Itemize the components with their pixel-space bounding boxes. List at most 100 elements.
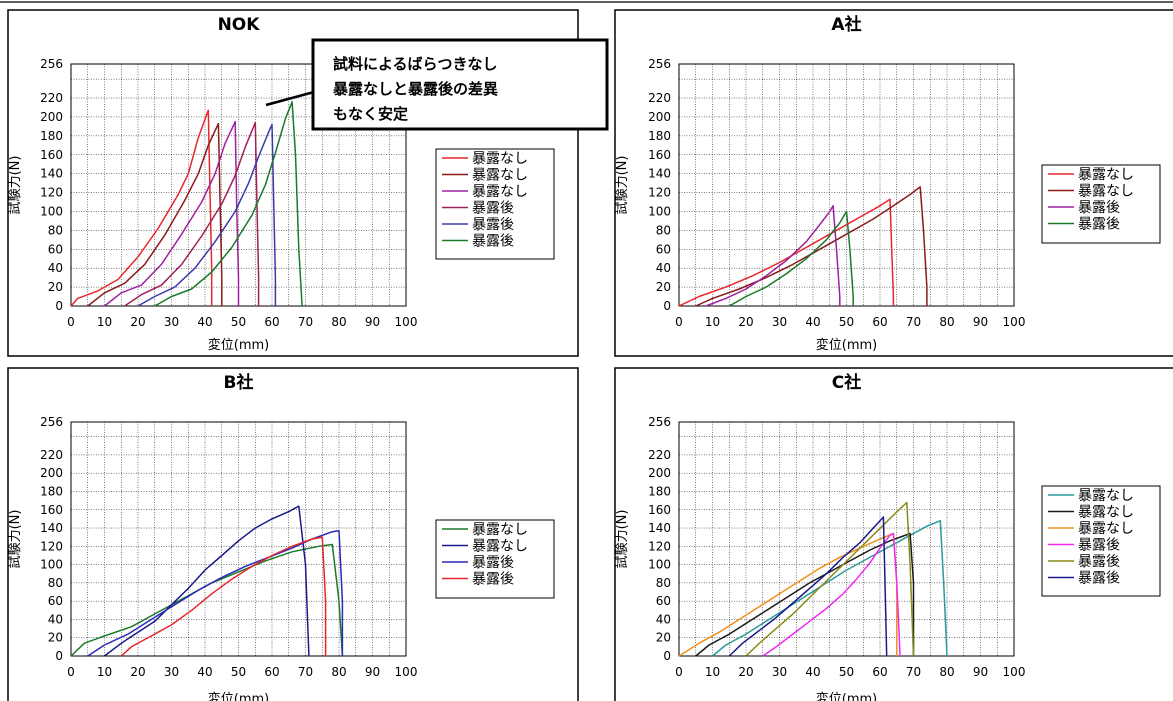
y-tick-label: 220 (648, 91, 671, 105)
y-tick-label: 200 (40, 466, 63, 480)
legend-entry: 暴露なし (472, 151, 528, 167)
legend-entry: 暴露なし (472, 539, 528, 555)
series-line-1 (70, 109, 213, 307)
x-tick-label: 20 (130, 315, 145, 329)
legend-entry: 暴露後 (472, 572, 514, 588)
legend-entry: 暴露なし (472, 168, 528, 184)
y-tick-label: 60 (656, 242, 671, 256)
y-tick-label: 140 (40, 521, 63, 535)
chart-title: B社 (224, 372, 254, 393)
x-tick-label: 100 (395, 315, 418, 329)
series-group (678, 501, 948, 657)
x-tick-label: 0 (67, 315, 75, 329)
y-tick-label: 256 (40, 57, 63, 71)
y-tick-label: 256 (40, 415, 63, 429)
y-tick-label: 40 (656, 261, 671, 275)
y-tick-label: 160 (648, 503, 671, 517)
x-tick-label: 50 (231, 315, 246, 329)
legend-entry: 暴露なし (1078, 167, 1134, 183)
x-tick-label: 50 (839, 665, 854, 679)
y-tick-label: 200 (648, 110, 671, 124)
x-tick-label: 0 (675, 315, 683, 329)
y-tick-label: 40 (48, 612, 63, 626)
y-tick-label: 100 (648, 204, 671, 218)
x-tick-label: 10 (97, 665, 112, 679)
chart-title: NOK (218, 15, 261, 35)
y-tick-label: 80 (48, 223, 63, 237)
y-tick-label: 60 (48, 594, 63, 608)
grid (71, 422, 406, 656)
y-axis-label: 試験力(N) (614, 510, 630, 569)
y-tick-label: 80 (656, 223, 671, 237)
y-tick-label: 0 (663, 299, 671, 313)
y-tick-label: 180 (648, 129, 671, 143)
legend-box (1041, 164, 1161, 244)
plot-area (70, 421, 407, 657)
y-tick-label: 220 (40, 448, 63, 462)
series-line-1 (70, 543, 344, 657)
series-line-4 (728, 210, 854, 307)
legend-entry: 暴露後 (472, 555, 514, 571)
x-tick-label: 30 (772, 665, 787, 679)
y-tick-label: 100 (40, 558, 63, 572)
y-tick-label: 0 (55, 649, 63, 663)
x-axis-label: 変位(mm) (208, 691, 269, 701)
x-axis-label: 変位(mm) (208, 337, 269, 353)
x-tick-label: 40 (197, 665, 212, 679)
y-tick-label: 140 (40, 167, 63, 181)
series-line-4 (124, 121, 260, 307)
series-line-2 (695, 186, 928, 307)
chart-panel-4: C社 0 10 20 30 40 50 60 70 80 90 100 0 20 40 60 80 100 120 1… (614, 367, 1173, 701)
legend-entry: 暴露後 (1078, 538, 1120, 554)
y-tick-label: 200 (40, 110, 63, 124)
chart-title: C社 (832, 372, 861, 393)
y-tick-label: 40 (48, 261, 63, 275)
series-line-2 (695, 532, 915, 657)
x-tick-label: 90 (973, 665, 988, 679)
x-tick-label: 90 (365, 665, 380, 679)
y-tick-label: 60 (48, 242, 63, 256)
x-axis-label: 変位(mm) (816, 337, 877, 353)
x-tick-label: 40 (805, 665, 820, 679)
y-tick-label: 20 (48, 631, 63, 645)
series-line-2 (104, 505, 310, 657)
legend-entry: 暴露なし (472, 522, 528, 538)
legend-entry: 暴露後 (472, 217, 514, 233)
legend-entry: 暴露後 (472, 234, 514, 250)
legend-entry: 暴露後 (1078, 571, 1120, 587)
legend-entry: 暴露なし (1078, 521, 1134, 537)
series-line-3 (87, 530, 344, 657)
y-tick-label: 200 (648, 466, 671, 480)
x-tick-label: 20 (738, 665, 753, 679)
series-line-2 (87, 122, 223, 307)
x-tick-label: 40 (197, 315, 212, 329)
y-tick-label: 0 (663, 649, 671, 663)
legend-entry: 暴露なし (472, 184, 528, 200)
chart-panel-2: A社 0 10 20 30 40 50 60 70 80 90 100 0 20 40 60 80 100 120 1… (614, 9, 1173, 357)
y-tick-label: 180 (40, 129, 63, 143)
x-tick-label: 70 (906, 665, 921, 679)
y-tick-label: 220 (648, 448, 671, 462)
x-tick-label: 80 (331, 315, 346, 329)
y-tick-label: 80 (48, 576, 63, 590)
x-tick-label: 10 (705, 315, 720, 329)
x-tick-label: 60 (872, 665, 887, 679)
legend-entry: 暴露なし (1078, 488, 1134, 504)
legend-entry: 暴露後 (1078, 200, 1120, 216)
y-tick-label: 40 (656, 612, 671, 626)
x-tick-label: 60 (872, 315, 887, 329)
x-tick-label: 70 (906, 315, 921, 329)
y-tick-label: 220 (40, 91, 63, 105)
y-tick-label: 20 (48, 280, 63, 294)
x-tick-label: 0 (675, 665, 683, 679)
x-tick-label: 80 (939, 665, 954, 679)
callout-line-2: 暴露なしと暴露後の差異 (333, 80, 498, 98)
grid (71, 64, 406, 306)
series-line-5 (137, 123, 277, 307)
legend-entry: 暴露後 (1078, 217, 1120, 233)
y-axis-label: 試験力(N) (7, 156, 23, 215)
y-tick-label: 60 (656, 594, 671, 608)
